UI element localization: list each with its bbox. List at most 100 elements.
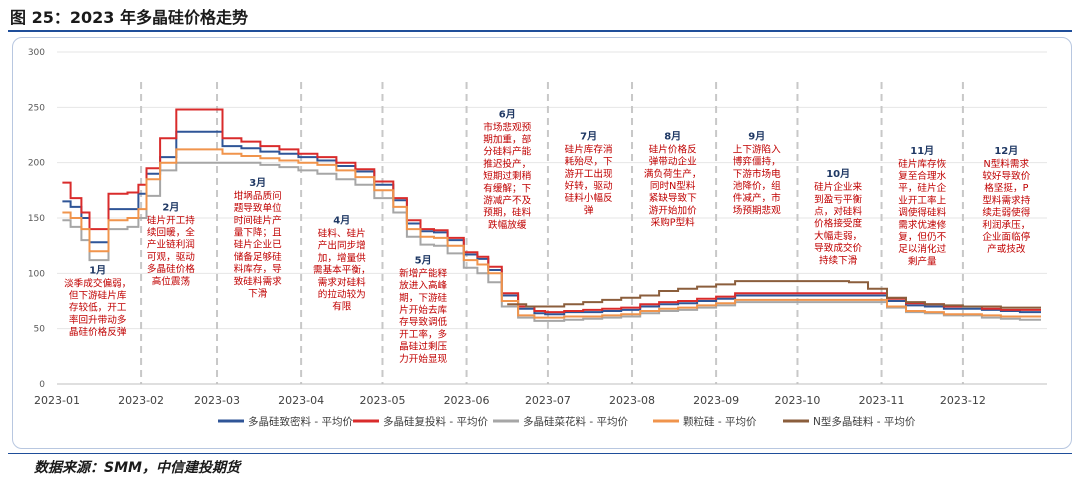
x-tick-label: 2023-04	[278, 394, 324, 407]
source-rule	[8, 453, 1072, 454]
annotation-line: 件减产，市	[733, 192, 781, 204]
y-tick-label: 200	[28, 159, 45, 169]
annotation-line: 量下降；且	[234, 227, 282, 239]
annotation-line: 硅片价格反	[649, 143, 697, 155]
annotation-line: 预期，硅料	[483, 207, 531, 219]
annotation-line: 续回暖，全	[147, 226, 195, 238]
annotation-line: 硅片企业已	[234, 239, 282, 251]
annotation-line: 题导致单位	[234, 202, 282, 214]
annotation-line: 期，下游硅	[399, 292, 447, 304]
annotation-line: 采购P型料	[651, 217, 696, 229]
annotation-line: 开工率，多	[399, 328, 447, 340]
y-tick-label: 300	[28, 48, 45, 58]
series-line-recharge	[62, 108, 1041, 314]
annotation-line: 硅片库存消	[565, 143, 613, 155]
annotation-month: 12月	[994, 145, 1018, 157]
annotation: 6月市场悲观预期加重，部分硅料产能推迟投产，短期过剩稍有缓解；下游减产不及预期，…	[483, 108, 531, 231]
annotation-line: 多晶硅价格	[147, 263, 195, 275]
y-tick-label: 0	[39, 380, 45, 390]
x-tick-label: 2023-11	[859, 394, 905, 407]
annotation-line: 足以消化过	[898, 243, 946, 255]
annotation-line: 硅料、硅片	[318, 228, 366, 240]
annotation-line: 弹	[584, 204, 594, 216]
annotation-line: 格坚挺，P	[984, 182, 1028, 194]
annotation-line: 下游市场电	[733, 168, 781, 180]
annotation-line: 短期过剩稍	[483, 170, 531, 182]
annotation-line: 上下游陷入	[733, 143, 781, 155]
annotation-line: 坩埚品质问	[234, 190, 282, 202]
annotation-line: 时间硅片产	[234, 214, 282, 226]
annotation-line: 有缓解；下	[483, 182, 531, 194]
annotation-line: 到盈亏平衡	[814, 193, 862, 205]
annotation-line: 有限	[332, 301, 352, 313]
annotation-line: 需基本平衡，	[313, 264, 371, 276]
annotation-line: 剩产量	[908, 255, 937, 267]
legend-label: 颗粒硅 - 平均价	[683, 415, 757, 428]
annotation-line: 博弈僵持，	[733, 156, 781, 168]
annotation-line: 满负荷生产，	[644, 168, 702, 180]
annotation-line: 复至合理水	[898, 170, 946, 182]
annotation-line: 场预期悲观	[733, 204, 781, 216]
page-title: 图 25：2023 年多晶硅价格走势	[10, 8, 248, 27]
y-tick-label: 250	[28, 103, 45, 113]
annotation-line: 硅片企业来	[814, 181, 862, 193]
annotation-line: 推迟投产，	[483, 158, 531, 170]
annotation-line: 需求优速修	[898, 219, 946, 231]
annotation-line: 力开始显现	[399, 353, 447, 365]
source-note: 数据来源：SMM，中信建投期货	[34, 460, 240, 476]
annotation-line: 的拉动较为	[318, 289, 366, 301]
annotation-line: 耗殆尽，下	[565, 156, 613, 168]
annotation-line: 池降价，组	[733, 180, 781, 192]
annotation-line: 硅片库存恢	[898, 158, 946, 170]
x-axis: 2023-01 2023-02 2023-03 2023-04 2023-05 2023-…	[34, 383, 1047, 407]
annotation-line: 复，但仍不	[898, 231, 946, 243]
month-dividers	[140, 82, 964, 384]
annotation-month: 2月	[162, 201, 179, 213]
annotation: 3月坩埚品质问题导致单位时间硅片产量下降；且硅片企业已储备足够硅料库存，导致硅料…	[234, 177, 282, 300]
annotation-month: 9月	[748, 130, 765, 142]
price-chart: 0 50 100 150 200 250 300 2023-01 2023-02 2023-03…	[28, 48, 1047, 428]
annotation-month: 3月	[249, 177, 266, 189]
annotation-line: 储备足够硅	[234, 251, 282, 263]
series-lines	[62, 108, 1041, 322]
annotation-line: 企业面临停	[982, 231, 1030, 243]
annotation: 12月N型料需求较好导致价格坚挺，P型料需求持续走弱使得利润承压，企业面临停产或…	[982, 145, 1030, 255]
annotation-line: 弹带动企业	[649, 156, 697, 168]
annotation-line: 分硅料产能	[483, 146, 531, 158]
annotation-line: 较好导致价	[982, 170, 1030, 182]
x-tick-label: 2023-05	[359, 394, 405, 407]
annotation-line: 好转，驱动	[565, 180, 613, 192]
annotation-line: 价格接受度	[814, 218, 862, 230]
x-tick-label: 2023-10	[774, 394, 820, 407]
y-tick-label: 150	[28, 214, 45, 224]
annotation-line: 高位震荡	[152, 275, 191, 287]
annotation-line: 利润承压，	[982, 219, 1030, 231]
annotation-line: 存导致调低	[399, 316, 447, 328]
annotation-line: 导致成交价	[814, 242, 862, 254]
annotation-line: 加，增量供	[318, 252, 366, 264]
x-tick-label: 2023-12	[940, 394, 986, 407]
series-line-dense	[62, 130, 1041, 316]
annotation-month: 4月	[333, 215, 350, 227]
x-tick-label: 2023-02	[118, 394, 164, 407]
annotation-line: 持续下滑	[819, 254, 858, 266]
annotation-line: N型料需求	[984, 158, 1030, 170]
annotation-line: 续走弱使得	[982, 207, 1030, 219]
annotation-line: 晶硅价格反弹	[69, 326, 127, 338]
annotation-month: 10月	[826, 168, 850, 180]
y-tick-label: 100	[28, 269, 45, 279]
x-tick-label: 2023-06	[444, 394, 490, 407]
legend-label: N型多晶硅料 - 平均价	[813, 415, 916, 428]
annotation: 11月硅片库存恢复至合理水平，硅片企业开工率上调使得硅料需求优速修复，但仍不足以…	[898, 145, 946, 268]
x-tick-label: 2023-07	[525, 394, 571, 407]
annotation-line: 需求对硅料	[318, 276, 366, 288]
annotation-line: 存较低，开工	[69, 302, 127, 314]
annotation: 5月新增产能释放进入高峰期，下游硅片开始去库存导致调低开工率，多晶硅过剩压力开始…	[399, 254, 447, 364]
title-rule	[8, 30, 1072, 32]
